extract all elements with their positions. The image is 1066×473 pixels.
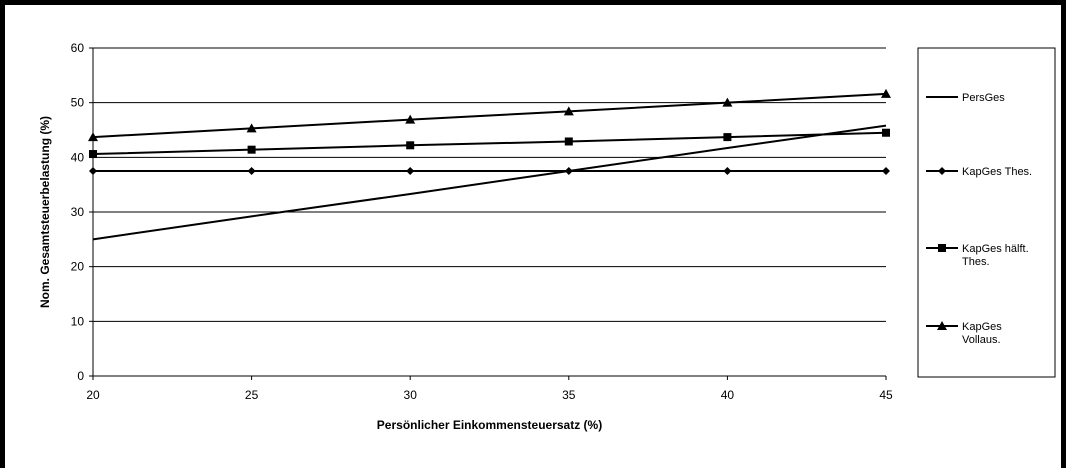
series-line [92, 92, 887, 139]
data-point [564, 167, 573, 175]
series-kapges-vollaus [88, 88, 891, 142]
series-persges [92, 124, 887, 241]
legend-entry: KapGes hälft. Thes. [926, 243, 1029, 268]
data-point [89, 167, 97, 175]
x-tick-label: 30 [404, 388, 418, 402]
data-point [722, 97, 733, 107]
data-point [246, 123, 257, 133]
legend-box [917, 47, 1056, 378]
legend-marker [937, 321, 947, 330]
y-tick-label: 30 [71, 205, 85, 219]
legend-label: PersGes [962, 92, 1005, 104]
data-point [563, 106, 574, 116]
data-point [406, 167, 415, 175]
data-point [406, 141, 415, 150]
data-point [882, 128, 890, 137]
x-tick-label: 20 [86, 388, 100, 402]
data-point [723, 167, 732, 175]
data-point [88, 132, 98, 142]
legend-marker [938, 244, 946, 252]
legend-label: KapGes Thes. [962, 166, 1032, 178]
data-point [881, 88, 891, 98]
x-tick-label: 35 [562, 388, 576, 402]
series-line [92, 131, 887, 156]
y-tick-label: 10 [71, 314, 85, 328]
data-point [723, 133, 732, 142]
legend-entry: PersGes [926, 92, 1005, 104]
legend-label: KapGes hälft. Thes. [962, 243, 1029, 268]
y-axis-title: Nom. Gesamtsteuerbelastung (%) [38, 116, 52, 308]
data-point [247, 145, 256, 154]
legend-label-line: KapGes [962, 321, 1002, 333]
legend-label-line: Thes. [962, 256, 990, 268]
y-tick-labels: 0 10 20 30 40 50 60 [71, 41, 93, 383]
legend-entry: KapGes Thes. [926, 166, 1032, 178]
y-tick-label: 40 [71, 150, 85, 164]
x-axis-title: Persönlicher Einkommensteuersatz (%) [377, 418, 602, 432]
data-point [247, 167, 256, 175]
gridlines [93, 47, 886, 322]
data-point [405, 114, 416, 124]
legend-marker [938, 167, 946, 175]
series-kapges-h-lft-thes [89, 128, 890, 159]
x-tick-label: 25 [245, 388, 259, 402]
y-tick-label: 0 [77, 369, 84, 383]
y-tick-label: 50 [71, 96, 85, 110]
line-chart: 0 10 20 30 40 50 60 20 25 30 35 40 45 Persönlicher … [38, 41, 1056, 432]
y-tick-label: 60 [71, 41, 85, 55]
series-line [92, 124, 887, 241]
legend-label: KapGes Vollaus. [962, 321, 1002, 346]
x-tick-label: 40 [721, 388, 735, 402]
legend-label-line: Vollaus. [962, 334, 1001, 346]
legend-label-line: KapGes hälft. [962, 243, 1029, 255]
legend-label-line: PersGes [962, 92, 1005, 104]
x-tick-label: 45 [879, 388, 893, 402]
series-kapges-thes [89, 167, 890, 175]
data-point [89, 150, 97, 159]
data-point [882, 167, 890, 175]
x-tick-labels: 20 25 30 35 40 45 [86, 376, 893, 402]
legend-label-line: KapGes Thes. [962, 166, 1032, 178]
legend-entry: KapGes Vollaus. [926, 321, 1002, 346]
series-group [88, 88, 891, 241]
data-point [564, 137, 573, 146]
y-tick-label: 20 [71, 260, 85, 274]
